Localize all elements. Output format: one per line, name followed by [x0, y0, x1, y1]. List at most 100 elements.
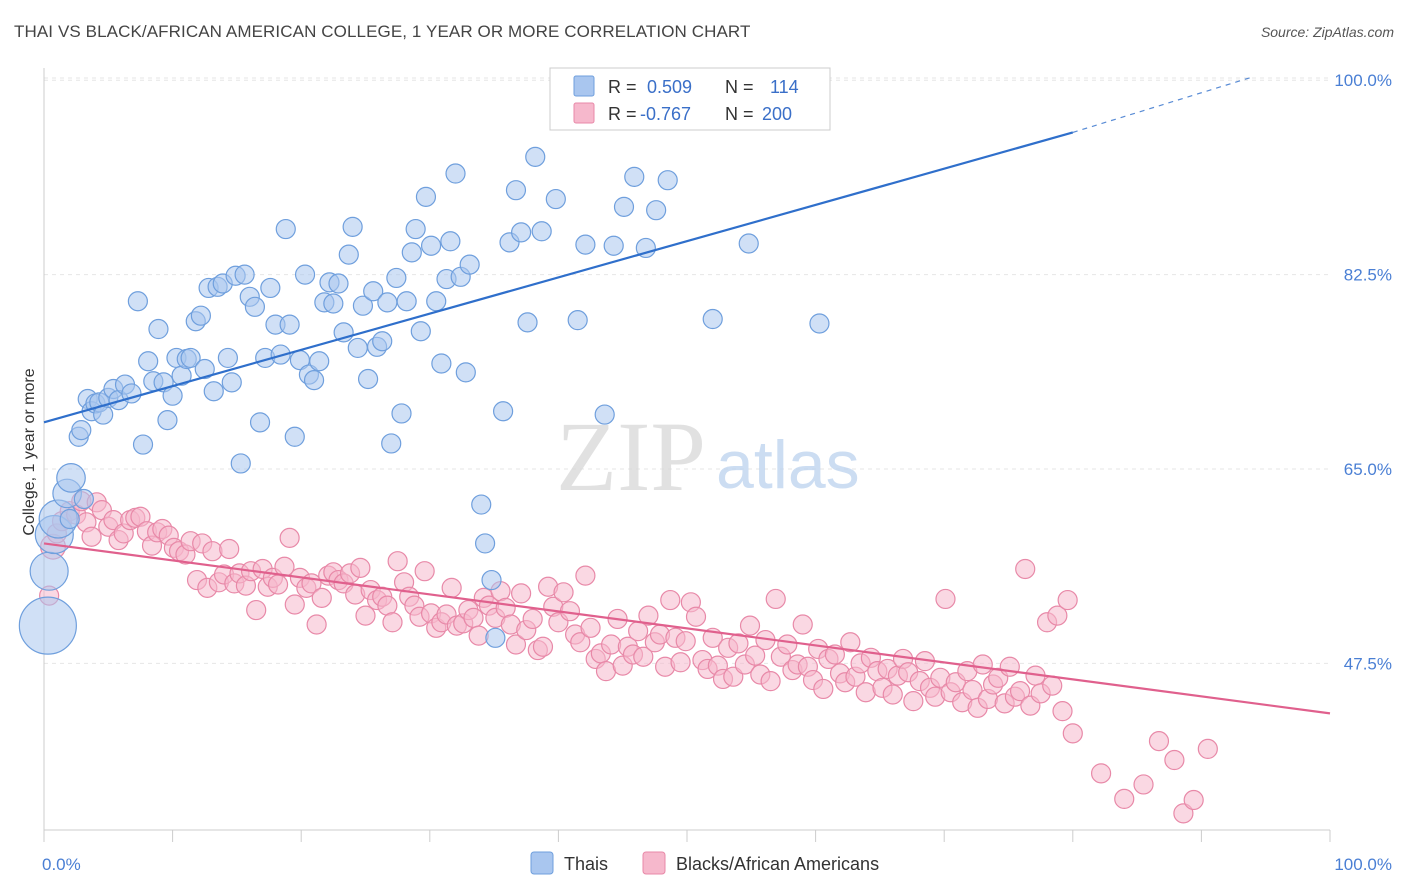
thai-point [459, 254, 480, 275]
thai-point [396, 291, 417, 312]
bottom-legend-label-thai: Thais [564, 854, 608, 874]
thai-trend-extension [1072, 76, 1254, 133]
black-point [1183, 789, 1204, 811]
thai-point [260, 277, 281, 299]
black-point [1047, 605, 1068, 626]
chart-title: THAI VS BLACK/AFRICAN AMERICAN COLLEGE, … [14, 22, 751, 41]
legend-n-value: 200 [762, 104, 792, 124]
black-point [685, 606, 707, 627]
axes [43, 68, 1331, 842]
thai-point [194, 358, 215, 380]
black-point [739, 615, 761, 636]
black-point [441, 577, 462, 598]
black-point [284, 594, 305, 615]
y-tick-label: 65.0% [1344, 460, 1392, 479]
series-thais [18, 146, 830, 655]
legend-r-label: R = [608, 77, 637, 97]
black-point [414, 561, 435, 582]
legend-swatch-black [573, 102, 595, 124]
black-point [999, 656, 1020, 677]
thai-point [426, 291, 447, 312]
black-point [855, 682, 876, 703]
black-point [777, 634, 798, 655]
thai-point [294, 264, 316, 285]
thai-point [702, 308, 723, 330]
thai-point [148, 318, 169, 340]
thai-point [624, 166, 645, 187]
thai-point [410, 321, 431, 342]
black-point [81, 526, 102, 547]
black-point [1090, 763, 1112, 784]
thai-point [338, 244, 359, 265]
thai-point [505, 180, 527, 201]
thai-point [59, 508, 80, 530]
black-point [219, 538, 240, 560]
thai-point [157, 410, 178, 431]
bottom-legend-label-black: Blacks/African Americans [676, 854, 879, 874]
thai-point [127, 291, 148, 312]
black-point [765, 588, 786, 610]
thai-point [455, 362, 476, 383]
thai-point [284, 426, 305, 447]
black-point [1062, 723, 1083, 744]
black-point [972, 654, 993, 675]
x-tick-label: 100.0% [1334, 855, 1392, 874]
thai-point [203, 381, 224, 402]
thai-point [357, 368, 379, 390]
thai-point [613, 196, 635, 217]
thai-point [809, 313, 830, 334]
black-point [723, 666, 744, 687]
black-point [495, 597, 516, 618]
thai-point [217, 347, 238, 369]
black-point [1164, 749, 1185, 771]
black-point [1148, 731, 1170, 752]
black-point [882, 684, 903, 705]
black-point [553, 582, 574, 603]
black-point [580, 617, 601, 638]
thai-point [440, 231, 461, 252]
black-point [355, 605, 376, 626]
black-point [511, 583, 532, 604]
black-point [468, 625, 489, 646]
thai-point [474, 533, 496, 554]
thai-point [603, 235, 624, 256]
stats-legend: R = 0.509 N = 114 R = -0.767 N = 200 [549, 67, 831, 131]
black-point [1042, 675, 1063, 696]
thai-point [738, 233, 759, 254]
thai-point [401, 242, 422, 263]
y-tick-label: 82.5% [1344, 266, 1392, 285]
y-tick-label: 47.5% [1344, 654, 1392, 673]
thai-trend-line [43, 131, 1074, 424]
black-point [792, 614, 813, 635]
black-point [728, 633, 749, 654]
thai-point [545, 188, 566, 210]
thai-point [386, 267, 407, 289]
black-point [1173, 803, 1194, 824]
thai-point [431, 353, 452, 374]
black-point [745, 645, 766, 666]
thai-point [493, 401, 514, 422]
thai-point [405, 218, 426, 240]
black-point [463, 607, 484, 628]
thai-point [481, 569, 502, 591]
thai-point [511, 222, 532, 243]
bottom-legend-swatch-black [642, 851, 666, 875]
thai-point [575, 234, 596, 255]
legend-row-thai: R = 0.509 N = 114 [573, 75, 799, 97]
thai-point [18, 596, 77, 655]
black-point [575, 565, 596, 586]
y-axis-label: College, 1 year or more [21, 368, 38, 535]
thai-point [415, 186, 437, 207]
black-point [279, 527, 300, 548]
black-point [1052, 701, 1073, 722]
black-point [1009, 681, 1031, 702]
trend-lines [43, 76, 1331, 715]
thai-point [56, 463, 86, 493]
chart-source: Source: ZipAtlas.com [1260, 24, 1394, 40]
watermark-atlas: atlas [716, 427, 860, 503]
thai-point [471, 494, 492, 515]
thai-point [249, 412, 271, 433]
black-point [935, 588, 956, 610]
legend-box [549, 67, 831, 131]
